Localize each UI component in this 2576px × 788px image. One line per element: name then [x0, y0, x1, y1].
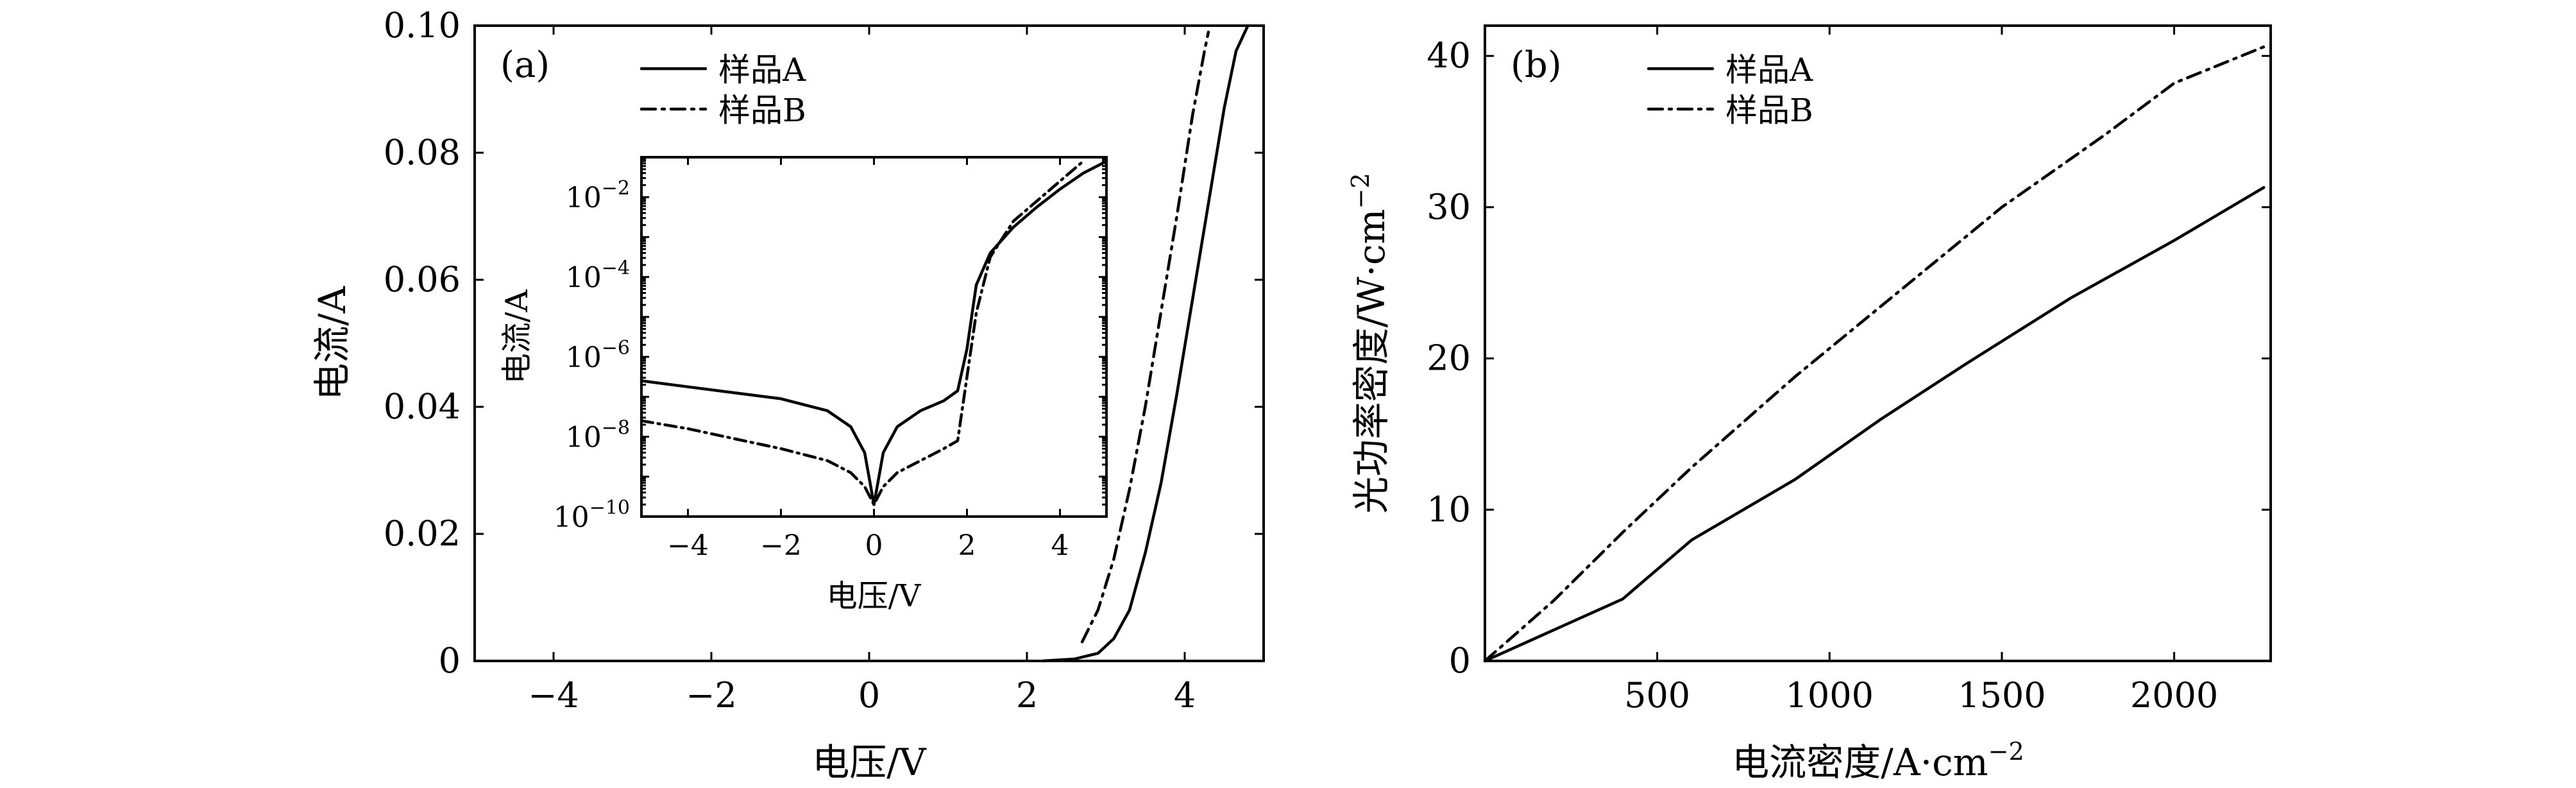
chart-a-xtick-label: −2	[686, 675, 737, 715]
chart-b-legend-label-a: 样品A	[1725, 51, 1813, 89]
inset-ytick-label: 10−6	[566, 337, 630, 374]
chart-b-xtick-label: 1000	[1786, 675, 1874, 715]
chart-b-ytick-label: 20	[1427, 338, 1471, 379]
chart-a-ytick-label: 0	[439, 640, 461, 681]
chart-b-ylabel-text: 光功率密度/W·cm	[1350, 209, 1393, 513]
inset-ytick-exponent: −8	[602, 417, 630, 440]
chart-b-plot-frame	[1484, 24, 2272, 662]
chart-a-marks: −4 −2 0 2 4 0 0.02 0.04 0.06 0.08 0.10	[384, 5, 1264, 715]
chart-a-ylabel: 电流/A	[310, 286, 354, 400]
chart-b-ylabel: 光功率密度/W·cm−2	[1346, 173, 1393, 513]
chart-a-legend-label-b: 样品B	[718, 92, 806, 129]
inset-ylabel: 电流/A	[499, 289, 535, 384]
chart-a-xlabel: 电压/V	[812, 741, 927, 784]
inset-ytick-label: 10−10	[554, 497, 630, 534]
chart-b-marks: 500 1000 1500 2000 0 10 20 30 40	[1427, 26, 2271, 715]
chart-a: −4 −2 0 2 4 0 0.02 0.04 0.06 0.08 0.10 (a) 样品A 样品B…	[310, 5, 1265, 784]
inset-ytick-exponent: −10	[589, 497, 630, 519]
chart-a-ytick-label: 0.04	[384, 386, 461, 427]
chart-b-xtick-label: 2000	[2130, 675, 2218, 715]
inset-plot-frame	[640, 156, 1108, 518]
inset-xtick-label: 4	[1051, 529, 1069, 562]
chart-a-xtick-label: −4	[528, 675, 579, 715]
chart-a-ytick-label: 0.08	[384, 132, 461, 173]
chart-b-ytick-label: 10	[1427, 489, 1471, 529]
chart-a-xtick-label: 4	[1174, 675, 1196, 715]
chart-b-xlabel-text: 电流密度/A·cm	[1732, 741, 1988, 784]
chart-b-legend: 样品A 样品B	[1647, 51, 1813, 129]
inset-series-line-b	[640, 159, 1085, 506]
chart-b-xtick-label: 500	[1624, 675, 1690, 715]
chart-b-xtick-label: 1500	[1958, 675, 2046, 715]
chart-b-ytick-label: 40	[1427, 35, 1471, 76]
inset-xtick-label: 0	[865, 529, 883, 562]
chart-b-xlabel: 电流密度/A·cm−2	[1732, 737, 2024, 784]
chart-a-panel-label: (a)	[500, 44, 550, 86]
chart-a-xtick-label: 0	[858, 675, 880, 715]
chart-a-series-line-b	[1080, 30, 1210, 644]
inset-ytick-mantissa: 10	[554, 501, 589, 534]
inset-series-line-a	[640, 159, 1108, 506]
inset-xtick-label: −2	[760, 529, 802, 562]
chart-a-ytick-label: 0.02	[384, 513, 461, 554]
inset-ytick-mantissa: 10	[566, 422, 602, 454]
chart-b-series-line-b	[1483, 45, 2266, 663]
inset-ytick-mantissa: 10	[566, 182, 602, 214]
inset-ytick-mantissa: 10	[566, 262, 602, 295]
inset-ytick-mantissa: 10	[566, 341, 602, 374]
chart-a-legend: 样品A 样品B	[640, 51, 806, 129]
inset-xtick-label: 2	[958, 529, 976, 562]
inset-xlabel: 电压/V	[827, 578, 922, 614]
chart-a-legend-label-a: 样品A	[718, 51, 806, 89]
inset-ytick-exponent: −6	[602, 337, 630, 359]
chart-b-ytick-label: 0	[1449, 640, 1471, 681]
chart-b-panel-label: (b)	[1511, 44, 1562, 86]
inset-ytick-label: 10−8	[566, 417, 630, 454]
chart-a-ytick-label: 0.10	[384, 5, 461, 46]
inset-background	[641, 157, 1106, 517]
inset-ytick-label: 10−4	[566, 257, 630, 295]
chart-b-ytick-label: 30	[1427, 187, 1471, 227]
inset-xtick-label: −4	[667, 529, 709, 562]
chart-a-xtick-label: 2	[1016, 675, 1038, 715]
chart-a-series-line-a	[1041, 24, 1250, 663]
inset-ytick-label: 10−2	[566, 177, 630, 214]
chart-b: 500 1000 1500 2000 0 10 20 30 40 (b) 样品A 样品B 电流密…	[1346, 24, 2272, 784]
chart-b-xlabel-superscript: −2	[1988, 737, 2024, 766]
inset-ytick-exponent: −4	[602, 257, 630, 280]
chart-b-ylabel-superscript: −2	[1346, 173, 1375, 209]
inset-ytick-exponent: −2	[602, 177, 630, 200]
chart-b-legend-label-b: 样品B	[1725, 92, 1813, 129]
chart-b-series-line-a	[1483, 185, 2266, 663]
chart-a-ytick-label: 0.06	[384, 259, 461, 300]
